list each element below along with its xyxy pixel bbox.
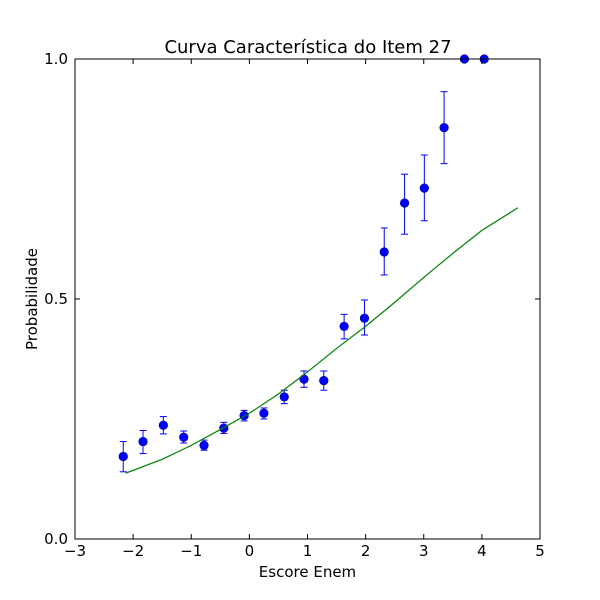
model-curve-line <box>125 207 519 474</box>
data-point <box>379 247 389 257</box>
x-tick-label: −2 <box>122 542 144 560</box>
x-axis-label: Escore Enem <box>259 563 356 581</box>
x-tick-label: 5 <box>535 542 545 560</box>
data-point <box>118 451 128 462</box>
y-tick-label: 0.0 <box>44 530 68 548</box>
data-point <box>399 198 410 208</box>
x-tick-label: 1 <box>303 542 313 560</box>
data-point <box>339 321 349 331</box>
data-point <box>359 313 370 323</box>
x-tick-label: 0 <box>245 542 255 560</box>
series-group <box>118 54 519 474</box>
axis-ticks: −3 −2 −1 0 1 2 3 4 5 0.0 0.5 1.0 <box>44 50 545 560</box>
data-point <box>319 376 329 386</box>
plot-area <box>118 54 519 474</box>
data-point <box>158 420 168 430</box>
data-point <box>259 408 269 418</box>
data-point <box>439 123 449 133</box>
x-tick-label: 4 <box>477 542 487 560</box>
data-point <box>279 392 289 402</box>
x-tick-label: 3 <box>419 542 429 560</box>
data-point <box>179 432 189 442</box>
y-axis-label: Probabilidade <box>23 248 41 350</box>
x-tick-label: −3 <box>64 542 86 560</box>
chart-title: Curva Característica do Item 27 <box>164 37 451 58</box>
y-tick-label: 1.0 <box>44 50 68 68</box>
y-tick-label: 0.5 <box>44 290 68 308</box>
x-tick-label: −1 <box>180 542 202 560</box>
x-tick-label: 2 <box>361 542 371 560</box>
data-point <box>419 183 429 193</box>
data-point <box>138 436 148 447</box>
data-point <box>199 440 209 451</box>
